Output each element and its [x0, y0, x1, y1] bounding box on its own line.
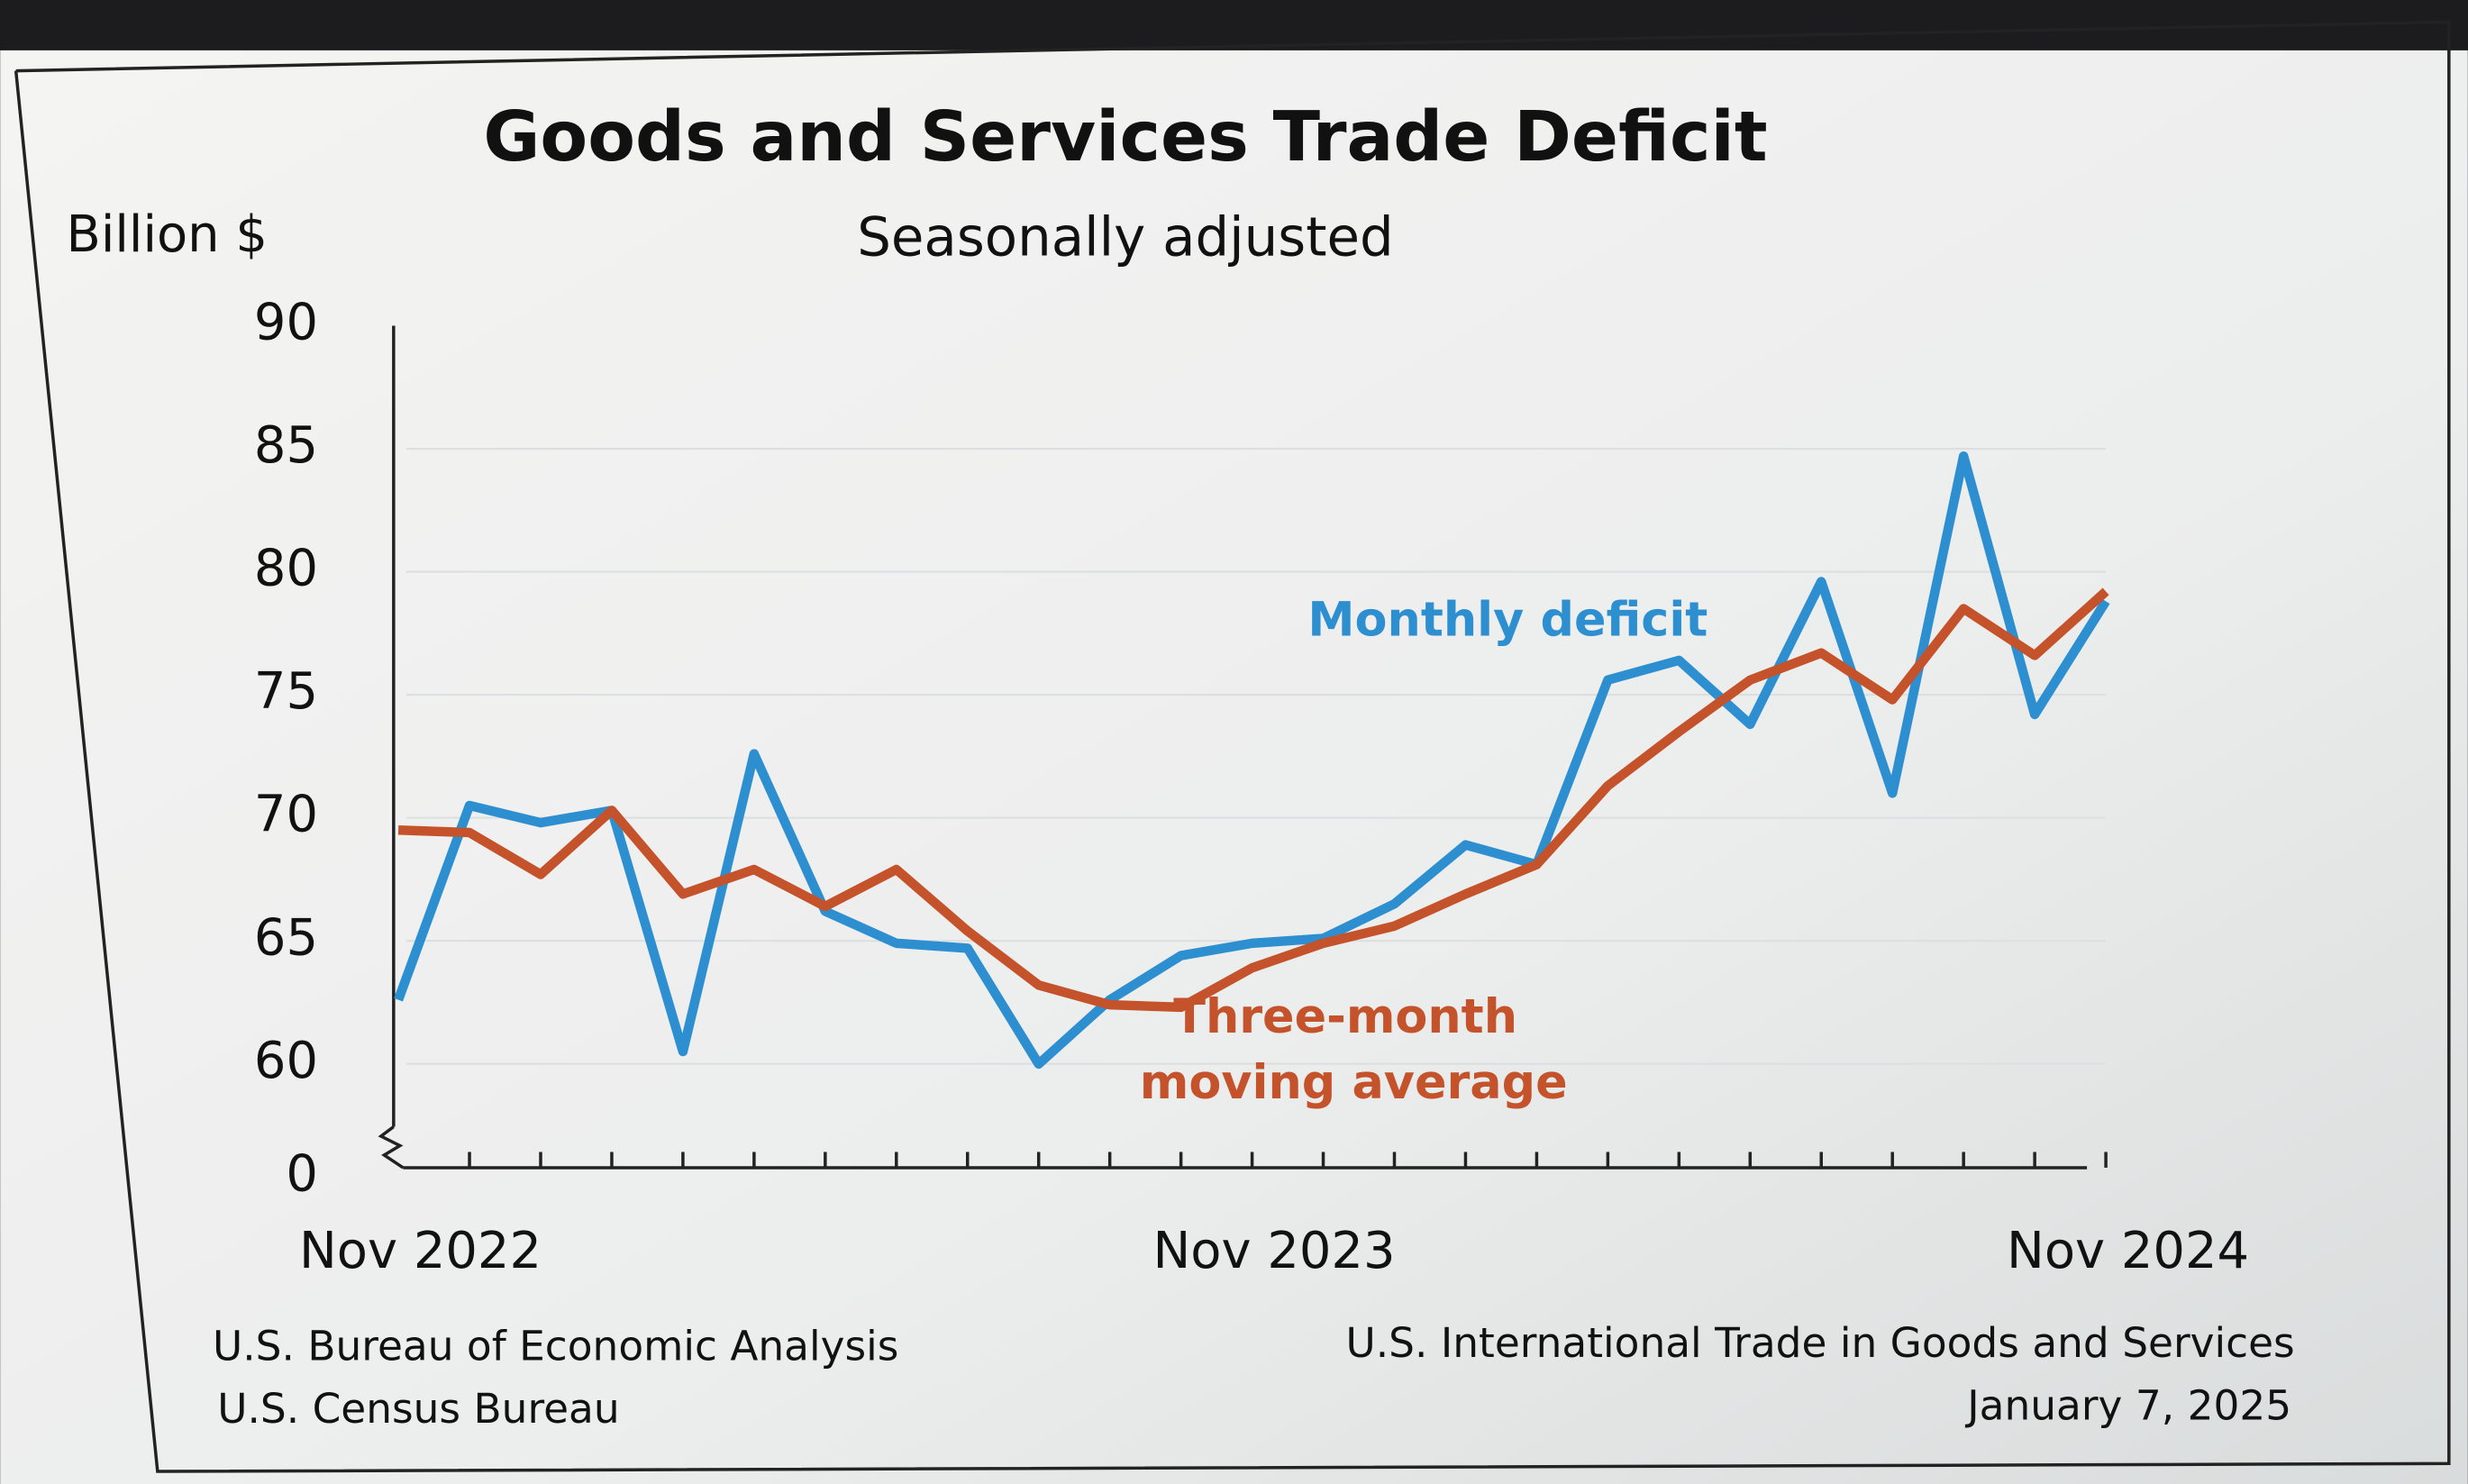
source: U.S. Bureau of Economic Analysis: [213, 1322, 898, 1370]
series-line: [397, 587, 2109, 1013]
x-tick-label: Nov 2024: [2007, 1222, 2249, 1280]
y-tick-label: 70: [254, 786, 318, 844]
series-label: Monthly deficit: [1307, 593, 1708, 648]
series-line: [394, 451, 2110, 1070]
series-label-line: moving average: [1140, 1055, 1568, 1110]
x-tick-label: Nov 2022: [299, 1222, 542, 1280]
y-axis-label: Billion $: [67, 205, 268, 264]
axis-break: [378, 1125, 405, 1170]
y-tick-label: 65: [254, 908, 318, 967]
source: U.S. International Trade in Goods and Se…: [1346, 1319, 2295, 1367]
y-tick-label: 80: [254, 540, 318, 598]
y-tick-label: 75: [254, 662, 318, 721]
y-tick-label: 60: [254, 1032, 318, 1090]
y-tick-label: 0: [286, 1145, 318, 1204]
series-label-line: Three-month: [1173, 989, 1534, 1044]
y-tick-label: 90: [254, 294, 318, 352]
x-tick-label: Nov 2023: [1153, 1222, 1396, 1280]
chart-subtitle: Seasonally adjusted: [857, 206, 1394, 269]
chart-title: Goods and Services Trade Deficit: [483, 97, 1767, 178]
screen: [0, 50, 2468, 1484]
frame: [14, 20, 2451, 1473]
y-tick-label: 85: [254, 416, 318, 475]
series-label: Three-month moving average: [1140, 989, 1568, 1110]
source: U.S. Census Bureau: [217, 1385, 619, 1433]
source: January 7, 2025: [1964, 1382, 2291, 1430]
